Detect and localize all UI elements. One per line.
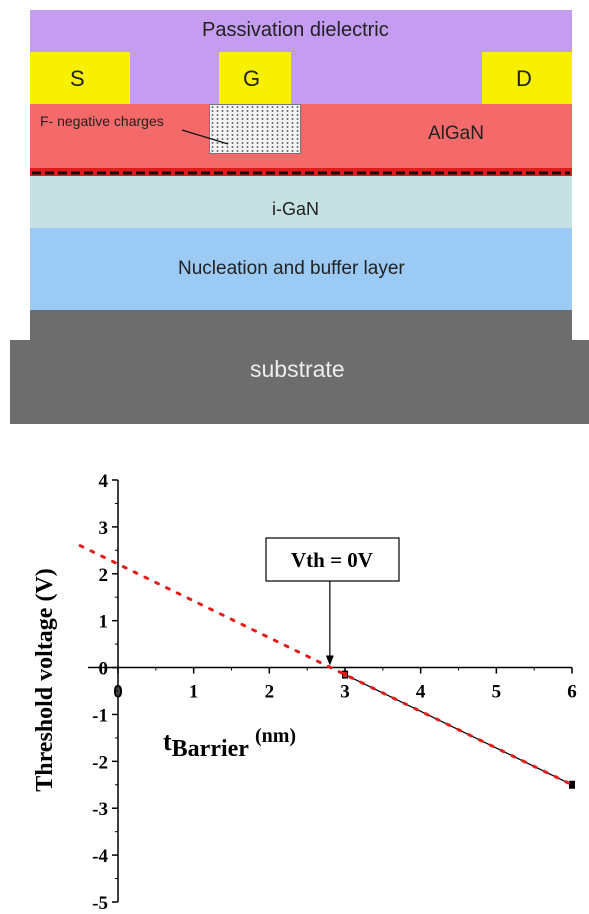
y-tick-label: -5 <box>92 893 108 909</box>
gate-contact <box>219 52 291 104</box>
buffer-layer <box>30 228 572 310</box>
y-tick-label: 2 <box>99 565 109 586</box>
fit-line <box>78 544 574 787</box>
y-tick-label: 4 <box>99 471 109 492</box>
x-tick-label: 0 <box>113 682 123 703</box>
passivation-label: Passivation dielectric <box>202 19 389 41</box>
fluorine-label: F- negative charges <box>40 113 164 129</box>
data-point-highlight <box>343 672 347 678</box>
gate-label: G <box>243 66 261 91</box>
buffer-label: Nucleation and buffer layer <box>178 258 405 279</box>
data-point <box>569 780 575 789</box>
algan-layer <box>30 104 572 168</box>
gan-layer <box>30 176 572 228</box>
y-tick-label: 1 <box>99 612 109 633</box>
device-cross-section: Passivation dielectric S G D F- negative… <box>0 0 589 430</box>
source-contact <box>30 52 130 104</box>
annotation-box <box>265 537 400 582</box>
x-tick-label: 3 <box>340 682 350 703</box>
algan-label: AlGaN <box>428 123 484 144</box>
y-tick-label: -3 <box>92 799 108 820</box>
y-tick-label: -1 <box>92 705 108 726</box>
two-deg-dashes <box>32 171 570 175</box>
x-axis-label-sub: Barrier <box>172 736 250 762</box>
annotation-arrow-head <box>325 655 334 666</box>
threshold-voltage-chart: 4 3 2 1 0 -1 -2 -3 -4 -5 0 1 2 3 4 5 6 Vth = 0V tBarrier (n… <box>0 430 589 914</box>
y-axis-label: Threshold voltage (V) <box>32 568 58 792</box>
x-axis-label-unit: (nm) <box>255 725 296 747</box>
y-tick-label: -4 <box>92 846 108 867</box>
y-tick-label: -2 <box>92 752 108 773</box>
drain-label: D <box>516 66 532 91</box>
annotation-label: Vth = 0V <box>291 548 373 572</box>
x-axis-label: tBarrier (nm) <box>163 725 296 762</box>
substrate-step <box>30 310 572 342</box>
x-axis-label-main: t <box>163 727 172 756</box>
drain-contact <box>482 52 572 104</box>
y-tick-label: 3 <box>99 518 109 539</box>
x-tick-label: 1 <box>189 682 199 703</box>
x-tick-label: 5 <box>492 682 502 703</box>
source-label: S <box>70 66 85 91</box>
fluorine-region <box>209 104 301 154</box>
gan-label: i-GaN <box>272 199 320 219</box>
substrate-layer <box>10 340 589 424</box>
x-tick-label: 2 <box>265 682 275 703</box>
substrate-label: substrate <box>250 356 345 382</box>
y-tick-label: 0 <box>99 659 109 680</box>
fluorine-leader-line <box>181 129 229 145</box>
x-tick-label: 4 <box>416 682 426 703</box>
x-tick-label: 6 <box>567 682 577 703</box>
